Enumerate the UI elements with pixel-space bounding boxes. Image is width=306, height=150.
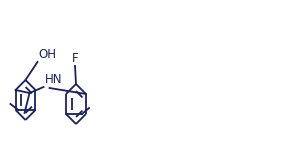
Text: HN: HN xyxy=(45,73,62,86)
Text: OH: OH xyxy=(39,48,57,61)
Text: F: F xyxy=(72,52,78,65)
